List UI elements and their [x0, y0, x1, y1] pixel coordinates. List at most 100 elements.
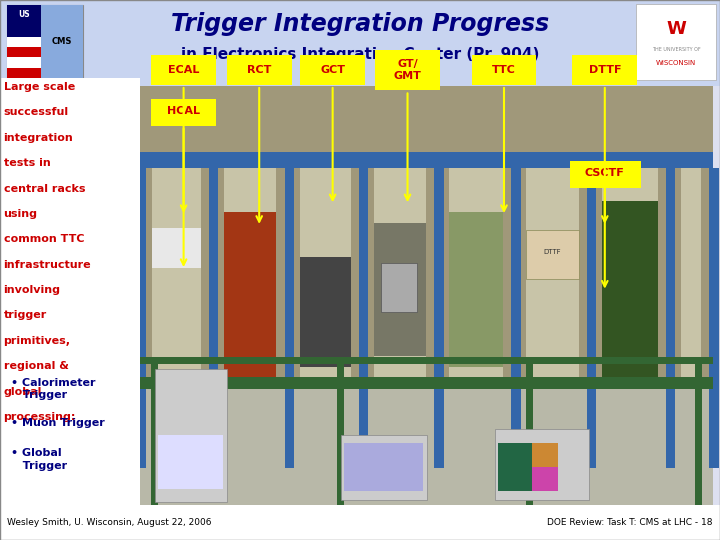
- Bar: [300, 168, 351, 389]
- Bar: [7, 26, 41, 37]
- Bar: [602, 168, 658, 389]
- Bar: [7, 57, 41, 68]
- Text: trigger: trigger: [4, 310, 47, 321]
- Bar: [533, 443, 558, 467]
- Text: GT/
GMT: GT/ GMT: [394, 59, 421, 81]
- Bar: [381, 263, 417, 312]
- Bar: [140, 43, 713, 505]
- Text: Wesley Smith, U. Wisconsin, August 22, 2006: Wesley Smith, U. Wisconsin, August 22, 2…: [7, 518, 212, 526]
- Bar: [224, 168, 276, 389]
- Bar: [570, 161, 641, 188]
- Text: successful: successful: [4, 107, 68, 118]
- Text: regional &: regional &: [4, 361, 68, 372]
- Text: W: W: [666, 19, 686, 37]
- Bar: [140, 152, 713, 168]
- Bar: [7, 68, 41, 78]
- Bar: [224, 212, 276, 379]
- Text: central racks: central racks: [4, 184, 85, 194]
- Text: tests in: tests in: [4, 158, 50, 168]
- Text: GCT: GCT: [320, 65, 345, 75]
- Bar: [140, 389, 713, 505]
- Bar: [300, 256, 351, 367]
- Bar: [158, 435, 223, 489]
- Bar: [0, 0, 720, 86]
- Bar: [137, 168, 146, 468]
- Text: US: US: [18, 10, 30, 19]
- Bar: [449, 168, 503, 389]
- Text: • Calorimeter
   Trigger: • Calorimeter Trigger: [11, 378, 95, 400]
- Bar: [7, 47, 41, 57]
- Text: WISCONSIN: WISCONSIN: [656, 60, 696, 66]
- Bar: [526, 168, 579, 389]
- Bar: [511, 168, 521, 468]
- Bar: [498, 443, 541, 491]
- Bar: [526, 230, 579, 279]
- Bar: [695, 357, 702, 505]
- Bar: [227, 55, 292, 85]
- Bar: [151, 55, 216, 85]
- Bar: [681, 168, 701, 389]
- Bar: [0, 505, 720, 540]
- Bar: [526, 357, 534, 505]
- Bar: [449, 212, 503, 367]
- Text: processing:: processing:: [4, 412, 76, 422]
- Text: using: using: [4, 209, 37, 219]
- Bar: [224, 212, 276, 379]
- Bar: [7, 37, 41, 47]
- Bar: [152, 168, 201, 389]
- Bar: [533, 467, 558, 491]
- Text: HCAL: HCAL: [167, 106, 200, 116]
- Text: DTTF: DTTF: [544, 249, 562, 255]
- Bar: [636, 4, 716, 80]
- Text: in Electronics Integration Center (Pr. 904): in Electronics Integration Center (Pr. 9…: [181, 46, 539, 62]
- Bar: [151, 99, 216, 126]
- Bar: [359, 168, 368, 468]
- Text: integration: integration: [4, 133, 73, 143]
- Text: Large scale: Large scale: [4, 82, 75, 92]
- Bar: [666, 168, 675, 468]
- Bar: [495, 429, 589, 500]
- Bar: [337, 357, 344, 505]
- Bar: [7, 5, 83, 78]
- Bar: [434, 168, 444, 468]
- Bar: [7, 16, 41, 26]
- Text: RCT: RCT: [247, 65, 271, 75]
- Bar: [140, 357, 713, 364]
- Bar: [7, 5, 41, 16]
- Bar: [587, 168, 596, 468]
- Bar: [140, 376, 713, 389]
- Bar: [0, 78, 140, 505]
- Text: global: global: [4, 387, 42, 397]
- Text: THE UNIVERSITY OF: THE UNIVERSITY OF: [652, 47, 701, 52]
- Bar: [472, 55, 536, 85]
- Bar: [572, 55, 637, 85]
- Text: involving: involving: [4, 285, 60, 295]
- Text: common TTC: common TTC: [4, 234, 84, 245]
- Text: infrastructure: infrastructure: [4, 260, 91, 270]
- Text: • Global
   Trigger: • Global Trigger: [11, 448, 67, 470]
- Bar: [152, 228, 201, 268]
- Bar: [343, 443, 423, 491]
- Bar: [209, 168, 218, 468]
- Text: CSCTF: CSCTF: [585, 168, 625, 178]
- Text: • Muon Trigger: • Muon Trigger: [11, 418, 104, 429]
- Text: DOE Review: Task T: CMS at LHC - 18: DOE Review: Task T: CMS at LHC - 18: [547, 518, 713, 526]
- Text: DTTF: DTTF: [588, 65, 621, 75]
- Bar: [155, 369, 227, 502]
- Bar: [375, 50, 440, 90]
- Bar: [7, 5, 41, 37]
- Bar: [374, 168, 426, 389]
- Bar: [284, 168, 294, 468]
- Bar: [602, 201, 658, 379]
- Text: CMS: CMS: [51, 37, 72, 46]
- Bar: [341, 435, 427, 500]
- Bar: [151, 357, 158, 505]
- Text: Trigger Integration Progress: Trigger Integration Progress: [171, 12, 549, 36]
- Text: primitives,: primitives,: [4, 336, 71, 346]
- Text: ECAL: ECAL: [168, 65, 199, 75]
- Bar: [709, 168, 719, 468]
- Bar: [374, 223, 426, 356]
- Text: TTC: TTC: [492, 65, 516, 75]
- Bar: [41, 5, 83, 78]
- Bar: [300, 55, 365, 85]
